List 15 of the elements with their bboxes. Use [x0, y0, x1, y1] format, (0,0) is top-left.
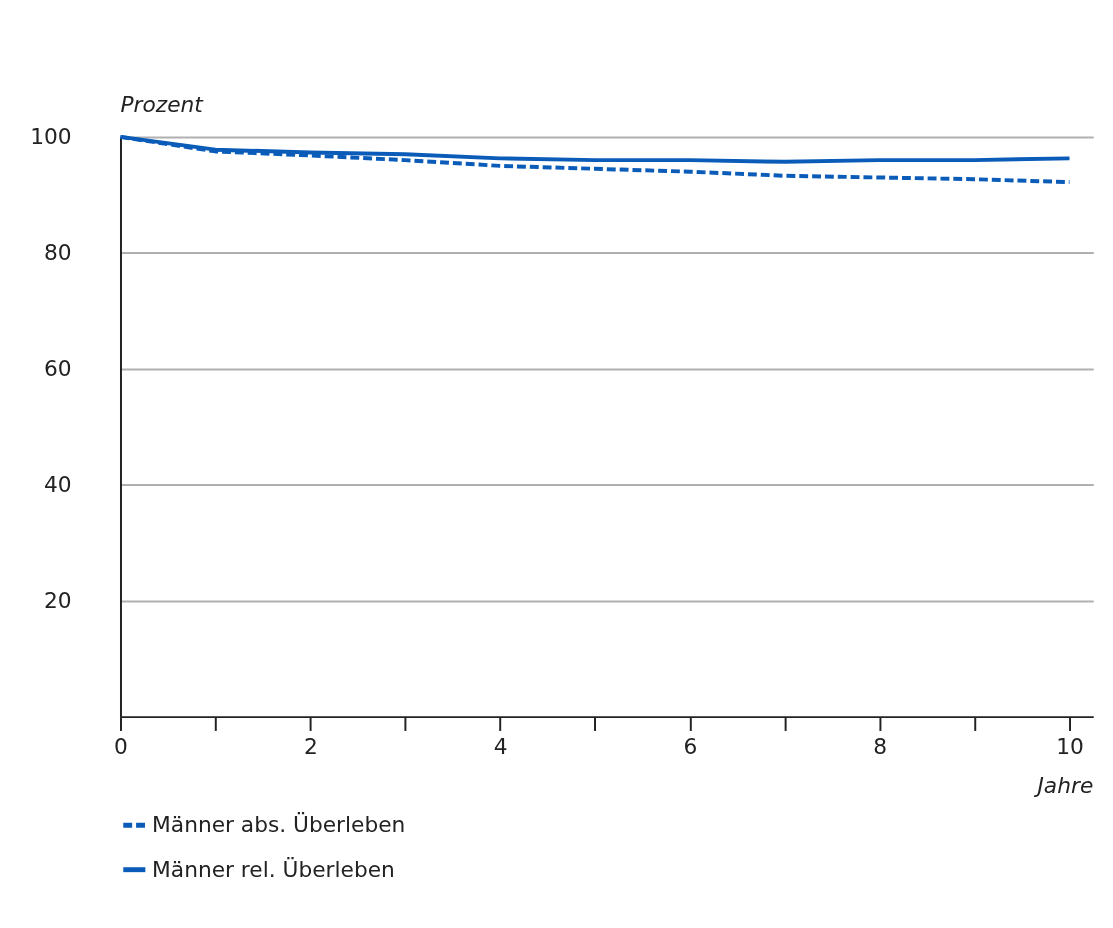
y-tick-label: 60	[43, 356, 72, 382]
y-tick-label: 80	[43, 240, 72, 266]
y-tick-label: 40	[43, 472, 72, 498]
x-tick-label: 0	[114, 733, 128, 759]
y-tick-label: 20	[43, 588, 72, 614]
x-tick-label: 6	[683, 733, 698, 759]
y-axis-title: Prozent	[120, 92, 205, 118]
x-tick-label: 2	[303, 733, 318, 759]
y-tick-label: 100	[30, 124, 72, 150]
legend-label: Männer abs. Überleben	[152, 812, 406, 838]
x-tick-label: 8	[873, 733, 888, 759]
x-tick-label: 10	[1056, 733, 1084, 759]
x-axis-title: Jahre	[1033, 772, 1094, 798]
x-tick-label: 4	[493, 733, 508, 759]
legend-label: Männer rel. Überleben	[152, 856, 395, 882]
